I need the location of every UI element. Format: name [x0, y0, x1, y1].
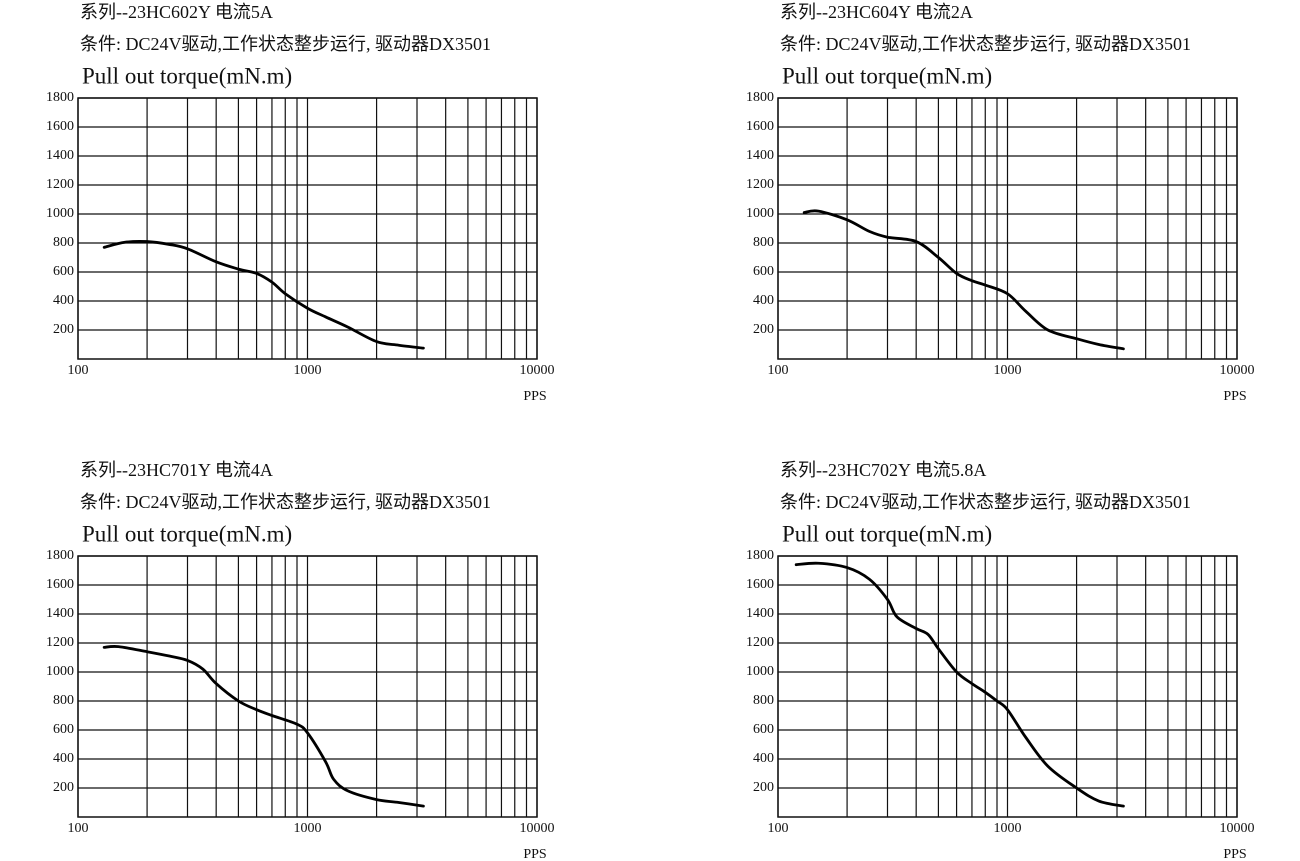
plot-frame	[777, 97, 1238, 360]
chart-panel: 系列--23HC701Y 电流4A 条件: DC24V驱动,工作状态整步运行, 驱…	[46, 460, 555, 861]
y-axis-label: Pull out torque(mN.m)	[82, 63, 292, 88]
chart-title: 系列--23HC604Y 电流2A	[780, 2, 973, 22]
plot-frame	[77, 555, 538, 818]
y-tick-label: 1000	[46, 664, 74, 679]
chart-panel: 系列--23HC702Y 电流5.8A 条件: DC24V驱动,工作状态整步运行,…	[746, 460, 1255, 861]
y-tick-label: 600	[53, 264, 74, 279]
chart-title: 系列--23HC701Y 电流4A	[80, 460, 273, 480]
x-tick-label: 10000	[1220, 821, 1255, 836]
y-axis-label: Pull out torque(mN.m)	[782, 63, 992, 88]
chart-subtitle: 条件: DC24V驱动,工作状态整步运行, 驱动器DX3501	[80, 492, 491, 512]
x-tick-label: 1000	[994, 821, 1022, 836]
chart-panel: 系列--23HC602Y 电流5A 条件: DC24V驱动,工作状态整步运行, 驱…	[46, 2, 555, 404]
plot-frame	[777, 555, 1238, 818]
y-tick-label: 1600	[46, 119, 74, 134]
y-tick-label: 200	[753, 780, 774, 795]
torque-curve	[102, 645, 425, 808]
x-tick-label: 10000	[1220, 363, 1255, 378]
y-tick-label: 600	[753, 264, 774, 279]
chart-title: 系列--23HC702Y 电流5.8A	[780, 460, 986, 480]
y-tick-label: 1600	[746, 577, 774, 592]
y-tick-label: 800	[753, 693, 774, 708]
chart-subtitle: 条件: DC24V驱动,工作状态整步运行, 驱动器DX3501	[80, 34, 491, 54]
y-tick-label: 600	[753, 722, 774, 737]
y-tick-label: 1400	[746, 148, 774, 163]
chart-subtitle: 条件: DC24V驱动,工作状态整步运行, 驱动器DX3501	[780, 34, 1191, 54]
y-tick-label: 1200	[746, 177, 774, 192]
plot-frame	[77, 97, 538, 360]
y-tick-label: 1600	[746, 119, 774, 134]
y-tick-label: 200	[753, 322, 774, 337]
y-tick-label: 1000	[746, 664, 774, 679]
x-tick-label: 1000	[294, 363, 322, 378]
x-tick-label: 100	[768, 363, 789, 378]
y-tick-label: 800	[753, 235, 774, 250]
y-tick-label: 1000	[46, 206, 74, 221]
y-tick-label: 400	[53, 751, 74, 766]
x-tick-label: 100	[68, 821, 89, 836]
y-tick-label: 1200	[46, 635, 74, 650]
y-tick-label: 600	[53, 722, 74, 737]
x-tick-label: 1000	[294, 821, 322, 836]
y-tick-label: 1400	[46, 148, 74, 163]
y-tick-label: 1200	[746, 635, 774, 650]
x-tick-label: 100	[68, 363, 89, 378]
y-tick-label: 200	[53, 780, 74, 795]
x-axis-label: PPS	[523, 389, 546, 404]
y-axis-label: Pull out torque(mN.m)	[82, 521, 292, 546]
y-tick-label: 1000	[746, 206, 774, 221]
y-tick-label: 1400	[46, 606, 74, 621]
y-tick-label: 1600	[46, 577, 74, 592]
y-tick-label: 800	[53, 693, 74, 708]
y-tick-label: 400	[753, 293, 774, 308]
torque-curve	[802, 209, 1125, 351]
chart-title: 系列--23HC602Y 电流5A	[80, 2, 273, 22]
y-tick-label: 1200	[46, 177, 74, 192]
y-tick-label: 1800	[46, 90, 74, 105]
y-tick-label: 400	[753, 751, 774, 766]
chart-panel: 系列--23HC604Y 电流2A 条件: DC24V驱动,工作状态整步运行, 驱…	[746, 2, 1255, 404]
y-tick-label: 1800	[46, 548, 74, 563]
x-tick-label: 1000	[994, 363, 1022, 378]
x-tick-label: 10000	[520, 363, 555, 378]
y-tick-label: 1400	[746, 606, 774, 621]
y-tick-label: 200	[53, 322, 74, 337]
y-tick-label: 800	[53, 235, 74, 250]
y-axis-label: Pull out torque(mN.m)	[782, 521, 992, 546]
y-tick-label: 400	[53, 293, 74, 308]
chart-subtitle: 条件: DC24V驱动,工作状态整步运行, 驱动器DX3501	[780, 492, 1191, 512]
x-axis-label: PPS	[1223, 389, 1246, 404]
x-tick-label: 100	[768, 821, 789, 836]
x-axis-label: PPS	[523, 847, 546, 861]
x-axis-label: PPS	[1223, 847, 1246, 861]
y-tick-label: 1800	[746, 90, 774, 105]
torque-curve	[102, 239, 425, 350]
y-tick-label: 1800	[746, 548, 774, 563]
x-tick-label: 10000	[520, 821, 555, 836]
torque-curve	[794, 561, 1125, 808]
